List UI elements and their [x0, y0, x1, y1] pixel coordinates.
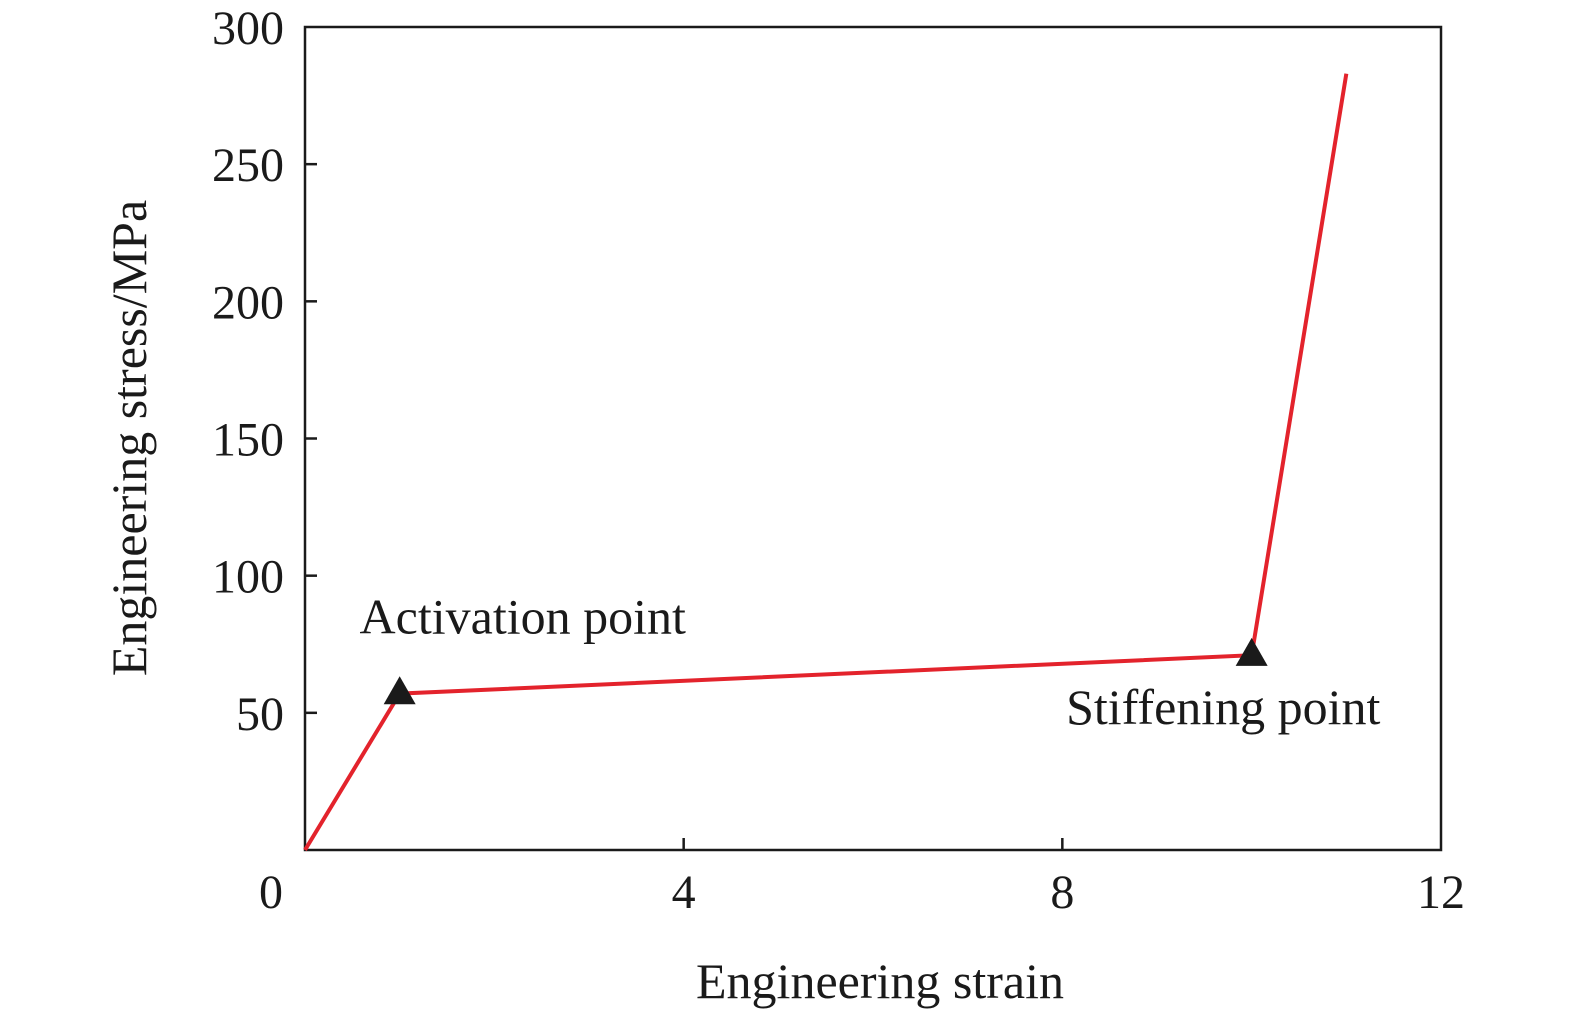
- y-tick-label: 200: [212, 276, 284, 329]
- marker-layer: [383, 637, 1268, 705]
- series-layer: [303, 73, 1349, 852]
- series-line: [303, 73, 1349, 852]
- y-axis-ticks: 50 100 150 200 250 300: [212, 2, 317, 741]
- y-tick-label: 150: [212, 414, 284, 467]
- annotation-label: Stiffening point: [1066, 679, 1380, 735]
- x-tick-label: 8: [1050, 866, 1074, 919]
- y-tick-label: 50: [236, 688, 284, 741]
- y-tick-label: 250: [212, 139, 284, 192]
- annotation-layer: Activation point Stiffening point: [360, 588, 1381, 735]
- x-axis-title: Engineering strain: [696, 953, 1064, 1009]
- triangle-marker: [1235, 637, 1268, 666]
- x-axis-ticks: 0 4 8 12: [259, 838, 1465, 919]
- x-tick-label: 12: [1417, 866, 1465, 919]
- y-tick-label: 300: [212, 2, 284, 55]
- y-axis-title: Engineering stress/MPa: [101, 200, 157, 676]
- x-tick-label: 4: [672, 866, 696, 919]
- x-tick-label: 0: [259, 866, 283, 919]
- triangle-marker: [383, 676, 416, 705]
- y-tick-label: 100: [212, 551, 284, 604]
- annotation-label: Activation point: [360, 588, 686, 644]
